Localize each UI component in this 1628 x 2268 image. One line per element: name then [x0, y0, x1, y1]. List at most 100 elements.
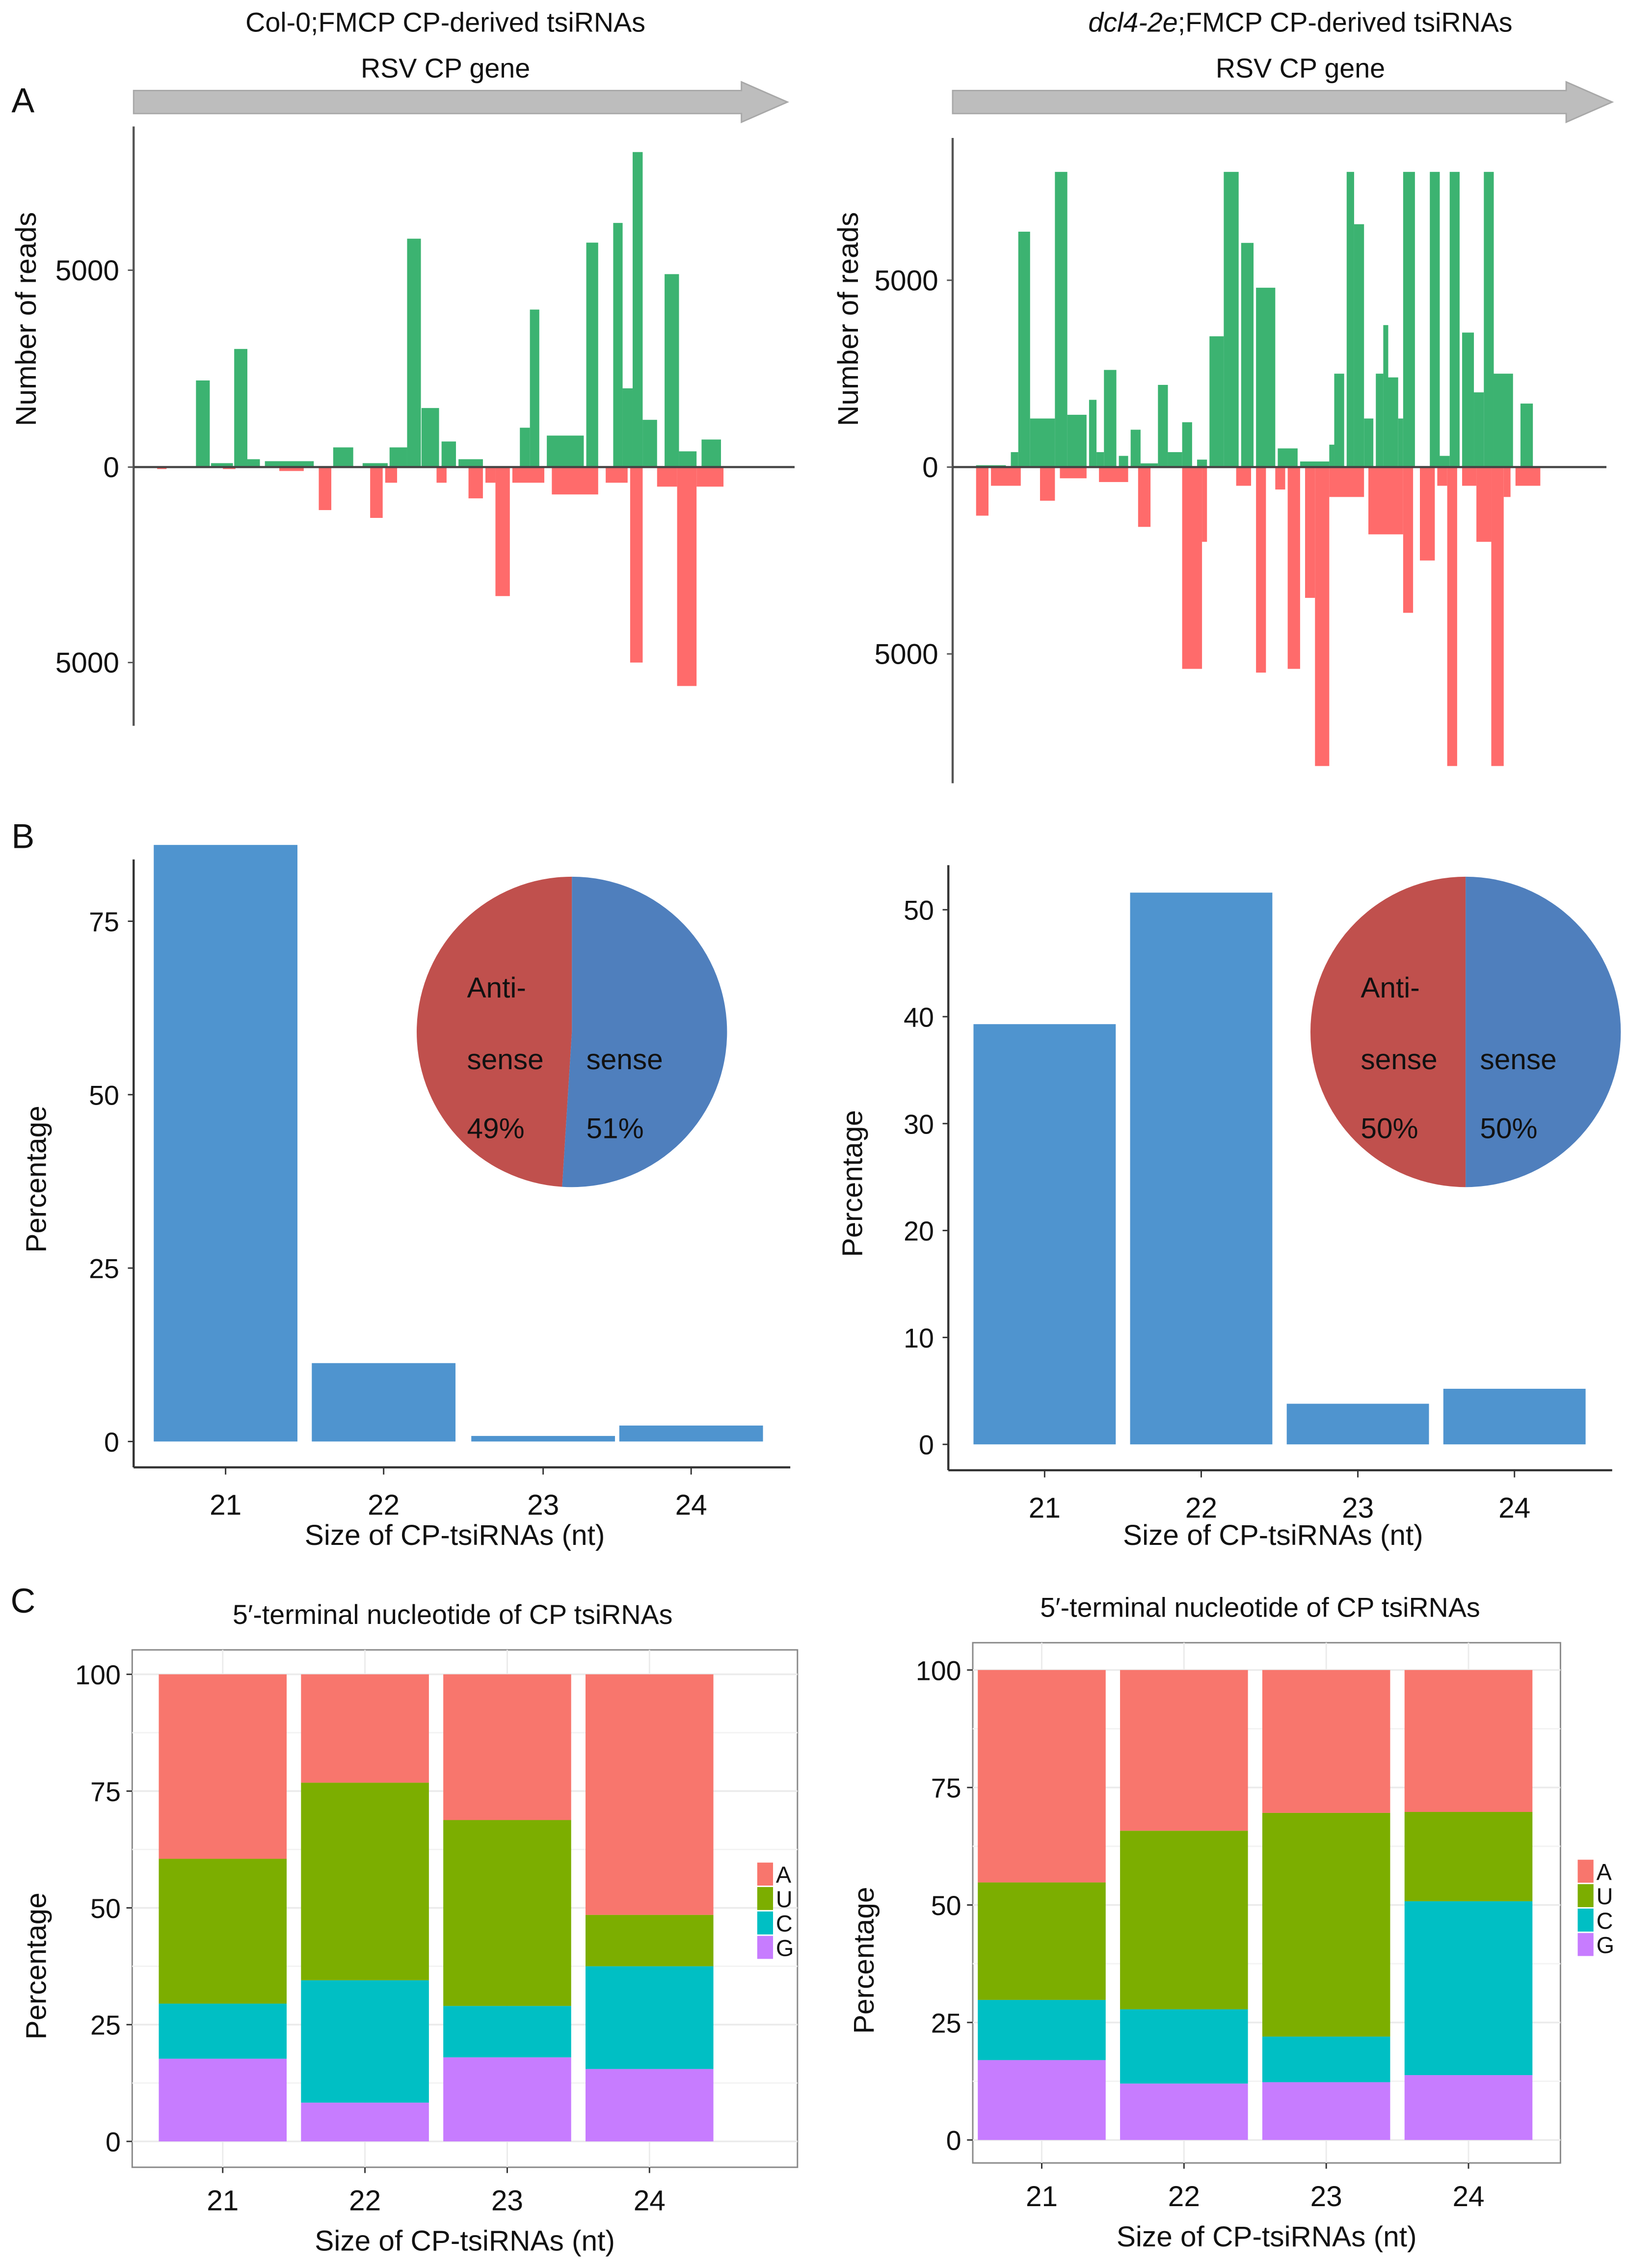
legend-swatch-G	[757, 1936, 774, 1959]
antisense-read-bar	[1503, 467, 1511, 497]
antisense-read-bar	[1420, 467, 1435, 561]
gene-arrow-icon	[133, 81, 789, 124]
y-tick-label: 0	[919, 1430, 934, 1460]
sense-read-bar	[613, 223, 623, 467]
stacked-bar-22-C	[1120, 2009, 1248, 2084]
stacked-bar-21-G	[159, 2058, 287, 2142]
pie-label-antisense-line2: sense	[1361, 1044, 1437, 1076]
sense-read-bar	[1440, 456, 1450, 467]
sense-read-bar	[1398, 418, 1403, 467]
pie-label-antisense-line1: Anti-	[467, 972, 526, 1004]
sense-read-bar	[196, 380, 210, 467]
panel-label-b: B	[11, 816, 34, 855]
stacked-bar-22-A	[301, 1674, 429, 1783]
sense-read-bar	[665, 274, 679, 467]
stacked-bar-24-U	[585, 1915, 714, 1967]
x-tick-label: 24	[634, 2185, 666, 2217]
legend-label: U	[776, 1887, 793, 1912]
pie-slice-sense	[1466, 876, 1621, 1188]
pie-pct-sense: 51%	[586, 1113, 643, 1145]
size-bar-23	[1286, 1404, 1429, 1445]
plot-title: dcl4-2e;FMCP CP-derived tsiRNAs	[1088, 7, 1512, 37]
y-tick-label: 30	[904, 1109, 934, 1139]
antisense-read-bar	[657, 467, 677, 487]
y-tick-label: 50	[904, 895, 934, 926]
x-axis-title: Size of CP-tsiRNAs (nt)	[1117, 2221, 1417, 2253]
antisense-read-bar	[1256, 467, 1266, 673]
stacked-bar-23-A	[443, 1674, 571, 1820]
sense-read-bar	[1241, 243, 1254, 467]
antisense-read-bar	[991, 467, 1021, 486]
panel-label-a: A	[11, 81, 34, 119]
pie-slice-antisense	[417, 876, 572, 1187]
chart-title: 5′-terminal nucleotide of CP tsiRNAs	[233, 1599, 672, 1630]
sense-read-bar	[632, 152, 643, 467]
pie-slice-antisense	[1310, 876, 1466, 1188]
legend-swatch-A	[1577, 1860, 1594, 1883]
sense-read-bar	[1364, 418, 1374, 467]
x-tick-label: 23	[491, 2185, 523, 2217]
stacked-bar-23-U	[1262, 1812, 1390, 2037]
antisense-read-bar	[1491, 467, 1504, 766]
gene-label: RSV CP gene	[1216, 53, 1385, 83]
y-tick-label: 20	[904, 1216, 934, 1246]
antisense-read-bar	[385, 467, 398, 483]
sense-read-bar	[1383, 325, 1388, 467]
stacked-bar-23-C	[443, 2006, 571, 2057]
sense-read-bar	[1462, 332, 1474, 467]
stacked-bar-22-A	[1120, 1670, 1248, 1831]
antisense-read-bar	[1437, 467, 1447, 486]
antisense-read-bar	[512, 467, 545, 483]
pie-slice-sense	[562, 876, 727, 1188]
legend-swatch-A	[757, 1863, 774, 1886]
x-axis-title: Size of CP-tsiRNAs (nt)	[315, 2225, 615, 2257]
y-tick-label: 100	[916, 1655, 961, 1686]
sense-read-bar	[622, 388, 633, 467]
size-bar-23	[471, 1436, 615, 1442]
antisense-read-bar	[677, 467, 697, 686]
plot-title: Col-0;FMCP CP-derived tsiRNAs	[245, 7, 645, 37]
plot-title-main: Col-0;FMCP CP-derived tsiRNAs	[245, 7, 645, 37]
antisense-read-bar	[1236, 467, 1252, 486]
sense-read-bar	[1403, 172, 1415, 467]
y-tick-label: 5000	[55, 647, 119, 679]
x-tick-label: 24	[1452, 2181, 1484, 2213]
sense-read-bar	[1096, 452, 1104, 467]
size-bar-21	[973, 1024, 1116, 1445]
sense-read-bar	[1256, 288, 1276, 467]
sense-read-bar	[389, 447, 407, 467]
sense-read-bar	[247, 459, 260, 467]
stacked-bar-23-C	[1262, 2036, 1390, 2082]
x-tick-label: 21	[207, 2185, 239, 2217]
stacked-bar-24-C	[585, 1966, 714, 2069]
sense-read-bar	[679, 451, 697, 467]
sense-read-bar	[1089, 400, 1097, 467]
coverage-plot-dcl4: dcl4-2e;FMCP CP-derived tsiRNAs RSV CP ge…	[832, 7, 1614, 783]
sense-read-bar	[547, 435, 584, 467]
stacked-bar-24-G	[1404, 2075, 1533, 2140]
antisense-read-bar	[485, 467, 496, 483]
antisense-read-bar	[279, 467, 304, 471]
size-bar-22	[1130, 892, 1273, 1445]
sense-read-bar	[362, 463, 388, 467]
antisense-read-bar	[1315, 467, 1330, 766]
legend-swatch-G	[1577, 1933, 1594, 1956]
sense-read-bar	[1494, 374, 1513, 467]
x-tick-label: 24	[1498, 1492, 1530, 1524]
sense-read-bar	[1300, 461, 1330, 467]
antisense-read-bar	[696, 467, 724, 487]
sense-read-bar	[333, 447, 353, 467]
antisense-read-bar	[468, 467, 483, 499]
antisense-read-bar	[1060, 467, 1087, 479]
stacked-bar-22-U	[301, 1782, 429, 1980]
y-tick-label: 25	[90, 2010, 121, 2041]
sense-read-bar	[520, 428, 530, 467]
sense-read-bar	[1119, 456, 1128, 467]
y-tick-label: 75	[89, 907, 119, 937]
antisense-read-bar	[1515, 467, 1541, 486]
sense-read-bar	[407, 239, 421, 467]
sense-read-bar	[234, 349, 247, 467]
legend-swatch-U	[1577, 1884, 1594, 1907]
antisense-read-bar	[1329, 467, 1364, 497]
